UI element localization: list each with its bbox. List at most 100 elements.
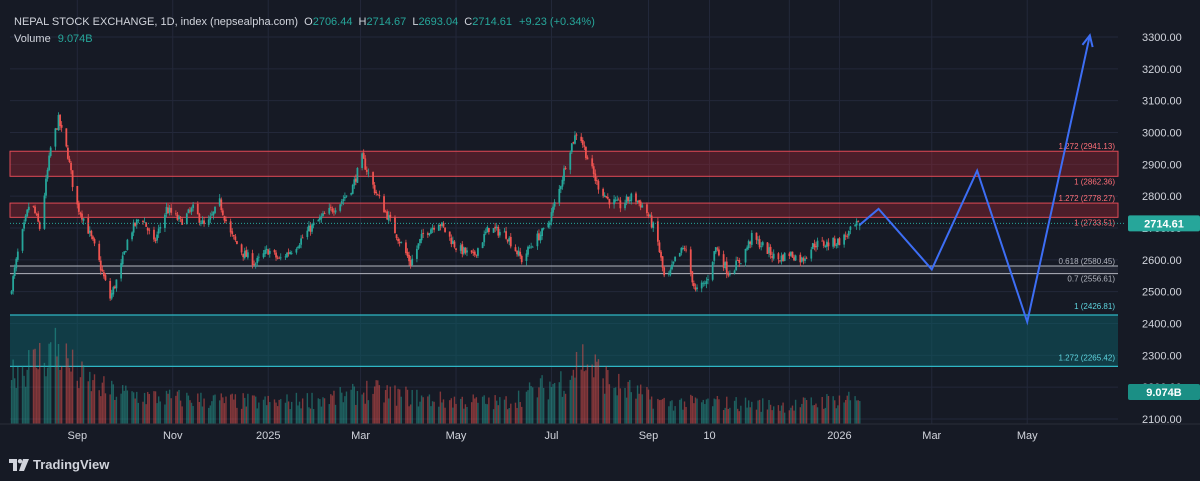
volume-bar [78,388,80,424]
candle-body [838,238,841,246]
candle-body [322,213,324,216]
volume-bar [323,398,326,424]
candle-body [616,199,619,201]
candle-body [810,249,813,259]
volume-bar [539,378,542,424]
candle-body [749,241,752,244]
volume-bar [400,396,402,424]
volume-label[interactable]: Volume [14,33,51,45]
candle-body [713,251,716,261]
volume-bar [377,380,379,424]
volume-bar [630,392,632,424]
candle-body [159,226,162,229]
fib-zone [10,266,1118,274]
volume-bar [32,349,35,424]
volume-bar [724,407,726,424]
volume-bar [10,380,13,424]
volume-bar [290,401,293,424]
price-tick-label: 2100.00 [1142,414,1182,426]
candle-body [592,166,595,175]
volume-bar [247,393,249,424]
candle-body [265,248,268,251]
candle-body [495,226,498,228]
volume-bar [718,399,720,424]
candle-body [630,193,633,201]
volume-bar [136,391,138,424]
candle-body [168,207,171,213]
candle-body [646,204,648,214]
volume-bar [137,402,140,424]
time-tick-label: 2026 [827,430,851,442]
volume-bar [35,367,38,424]
volume-bar [408,406,410,424]
candle-body [816,240,819,247]
volume-bar [475,397,478,424]
candle-body [528,247,531,249]
candle-body [636,200,639,203]
candle-body [813,243,816,247]
volume-bar [794,399,797,424]
candle-body [520,256,523,263]
symbol-name[interactable]: NEPAL STOCK EXCHANGE, 1D, index (nepseal… [14,16,299,28]
volume-bar [702,399,704,424]
volume-bar [542,387,545,424]
candle-body [606,196,609,199]
volume-bar [101,382,104,424]
volume-bar [722,410,725,424]
last-price-badge [1128,215,1200,232]
candle-body [290,252,293,254]
candle-body [477,248,479,256]
volume-bar [223,403,226,424]
candlestick-chart[interactable]: 1.272 (2941.13) 1 (2862.36) 1.272 (2778.27… [0,0,1200,448]
volume-bar [586,364,589,424]
candle-body [619,200,622,209]
candle-body [308,225,310,232]
volume-bar [777,405,780,424]
candle-body [689,249,692,273]
candle-body [88,230,91,233]
volume-bar [749,407,751,424]
volume-bar [607,370,609,424]
volume-bar [553,382,556,424]
tradingview-logo[interactable]: TradingView [9,457,109,472]
candle-body [362,152,365,159]
volume-bar [506,409,509,424]
candle-body [802,258,805,261]
candle-body [13,267,16,276]
candle-body [71,170,74,188]
volume-value: 9.074B [57,33,93,45]
candle-body [473,251,476,255]
close-value: 2714.61 [472,16,512,28]
volume-bar [361,394,363,424]
volume-bar [276,406,279,424]
candle-body [835,244,838,247]
candle-body [714,247,717,253]
volume-bar [575,351,578,424]
volume-bar [801,403,803,424]
candle-body [223,216,226,221]
volume-bar [442,399,445,424]
candle-body [647,214,650,217]
volume-bar [378,385,381,424]
volume-bar [159,401,161,424]
candle-body [257,256,260,258]
volume-bar [672,410,675,424]
volume-bar [301,398,304,424]
volume-bar [602,378,604,424]
candle-body [455,248,457,250]
candle-body [760,246,763,248]
volume-bar [530,386,532,424]
volume-bar [768,399,770,424]
price-tick-label: 3200.00 [1142,64,1182,76]
candle-body [541,228,543,237]
volume-bar [508,407,510,424]
volume-bar [805,400,808,424]
price-tick-label: 3100.00 [1142,96,1182,108]
candle-body [503,231,506,233]
volume-bar [13,378,16,424]
candle-body [273,250,276,253]
volume-bar [295,392,298,424]
volume-bar [837,405,839,424]
volume-bar [37,369,39,424]
